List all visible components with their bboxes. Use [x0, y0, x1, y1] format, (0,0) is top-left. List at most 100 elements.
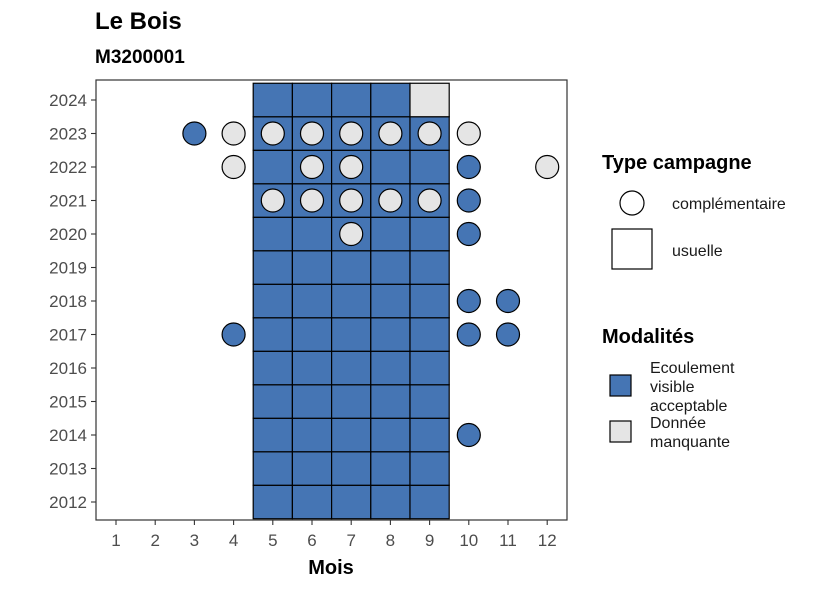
- usuelle-tile-2019-7: [331, 250, 372, 285]
- complementaire-point-2018-11: [495, 288, 521, 314]
- usuelle-tile-2017-9: [409, 317, 450, 352]
- legend-label-ecoulement-2: visible: [650, 379, 695, 396]
- complementaire-point-2017-11: [495, 322, 521, 347]
- chart-subtitle: M3200001: [95, 47, 185, 68]
- usuelle-tile-2018-5: [252, 283, 293, 319]
- complementaire-point-2022-4: [221, 154, 246, 180]
- complementaire-point-2018-10: [456, 288, 481, 314]
- y-tick-label-2024: 2024: [49, 91, 87, 110]
- plot-panel: [95, 79, 568, 521]
- usuelle-tile-2018-7: [331, 283, 372, 319]
- complementaire-point-2023-6: [299, 121, 325, 146]
- complementaire-point-2017-4: [221, 322, 246, 347]
- plot-panel-border: [95, 79, 568, 521]
- usuelle-tile-2012-5: [252, 484, 293, 520]
- complementaire-point-2023-3: [182, 121, 207, 146]
- usuelle-tile-2024-6: [291, 82, 333, 118]
- usuelle-tile-2020-6: [291, 216, 333, 252]
- y-tick-label-2023: 2023: [49, 125, 87, 144]
- usuelle-tile-2012-9: [409, 484, 450, 520]
- usuelle-tile-2019-6: [291, 250, 333, 285]
- y-tick-label-2017: 2017: [49, 326, 87, 345]
- usuelle-tile-2014-6: [291, 417, 333, 453]
- usuelle-tile-2019-5: [252, 250, 293, 285]
- usuelle-tile-2015-7: [331, 384, 372, 419]
- usuelle-tile-2015-6: [291, 384, 333, 419]
- legend-type-title: Type campagne: [602, 152, 752, 174]
- complementaire-point-2021-8: [378, 188, 403, 213]
- complementaire-point-2022-7: [339, 154, 364, 180]
- y-tick-label-2020: 2020: [49, 225, 87, 244]
- x-tick-label-9: 9: [425, 531, 434, 550]
- usuelle-tile-2024-5: [252, 82, 293, 118]
- complementaire-point-2020-10: [456, 221, 481, 247]
- usuelle-tile-2024-8: [370, 82, 411, 118]
- usuelle-tiles: [252, 82, 450, 520]
- usuelle-tile-2022-8: [370, 149, 411, 185]
- x-tick-label-6: 6: [307, 531, 316, 550]
- usuelle-tile-2020-5: [252, 216, 293, 252]
- complementaire-point-2023-4: [221, 121, 246, 146]
- usuelle-tile-2016-5: [252, 350, 293, 386]
- usuelle-tile-2014-8: [370, 417, 411, 453]
- legend-label-ecoulement-3: acceptable: [650, 398, 727, 415]
- complementaire-point-2021-6: [299, 188, 325, 213]
- usuelle-tile-2017-8: [370, 317, 411, 352]
- x-tick-label-7: 7: [346, 531, 355, 550]
- usuelle-tile-2015-8: [370, 384, 411, 419]
- usuelle-tile-2013-7: [331, 451, 372, 486]
- x-axis: 1 2 3 4 5 6 7 8 9 10 11 12: [111, 520, 557, 550]
- usuelle-tile-2014-5: [252, 417, 293, 453]
- usuelle-tile-2012-7: [331, 484, 372, 520]
- complementaire-point-2023-9: [417, 121, 442, 146]
- complementaire-point-2023-8: [378, 121, 403, 146]
- usuelle-tile-2016-8: [370, 350, 411, 386]
- y-tick-label-2015: 2015: [49, 393, 87, 412]
- usuelle-tile-2024-7: [331, 82, 372, 118]
- x-tick-label-1: 1: [111, 531, 120, 550]
- complementaire-point-2021-5: [260, 188, 285, 213]
- x-tick-label-8: 8: [386, 531, 395, 550]
- complementaire-point-2023-7: [339, 121, 364, 146]
- complementaire-point-2022-6: [299, 154, 325, 180]
- x-tick-label-11: 11: [499, 531, 517, 550]
- legend-key-donnee-manquante: [609, 420, 632, 443]
- usuelle-tile-2015-5: [252, 384, 293, 419]
- x-tick-label-3: 3: [190, 531, 199, 550]
- x-tick-label-2: 2: [150, 531, 159, 550]
- usuelle-tile-2018-9: [409, 283, 450, 319]
- legend-circle-key: [619, 190, 645, 216]
- complementaire-point-2021-10: [456, 188, 481, 213]
- legend-key-ecoulement: [609, 374, 632, 397]
- legend-modalites-title: Modalités: [602, 326, 694, 348]
- legend: Type campagne complémentaire usuelle Mod…: [602, 152, 786, 451]
- x-tick-label-10: 10: [459, 531, 478, 550]
- usuelle-tile-2012-8: [370, 484, 411, 520]
- y-tick-label-2019: 2019: [49, 259, 87, 278]
- y-tick-label-2016: 2016: [49, 359, 87, 378]
- complementaire-point-2014-10: [456, 422, 481, 448]
- y-axis: 2012 2013 2014 2015 2016 2017 2018 2019 2020 2021…: [49, 91, 96, 512]
- x-axis-title: Mois: [308, 557, 354, 579]
- complementaire-point-2021-9: [417, 188, 442, 213]
- usuelle-tile-2013-5: [252, 451, 293, 486]
- usuelle-tile-2020-9: [409, 216, 450, 252]
- legend-label-ecoulement-1: Ecoulement: [650, 360, 735, 377]
- y-tick-label-2012: 2012: [49, 493, 87, 512]
- usuelle-tile-2017-5: [252, 317, 293, 352]
- complementaire-point-2023-5: [260, 121, 285, 146]
- usuelle-tile-2022-9: [409, 149, 450, 185]
- usuelle-tile-2018-8: [370, 283, 411, 319]
- legend-square-key: [611, 228, 653, 270]
- y-tick-label-2018: 2018: [49, 292, 87, 311]
- usuelle-tile-2014-7: [331, 417, 372, 453]
- usuelle-tile-2022-5: [252, 149, 293, 185]
- usuelle-tile-2013-6: [291, 451, 333, 486]
- usuelle-tile-2013-8: [370, 451, 411, 486]
- legend-type-label-complementaire: complémentaire: [672, 196, 786, 213]
- x-tick-label-12: 12: [538, 531, 557, 550]
- usuelle-tile-2020-8: [370, 216, 411, 252]
- x-tick-label-5: 5: [268, 531, 277, 550]
- complementaire-point-2020-7: [339, 221, 364, 247]
